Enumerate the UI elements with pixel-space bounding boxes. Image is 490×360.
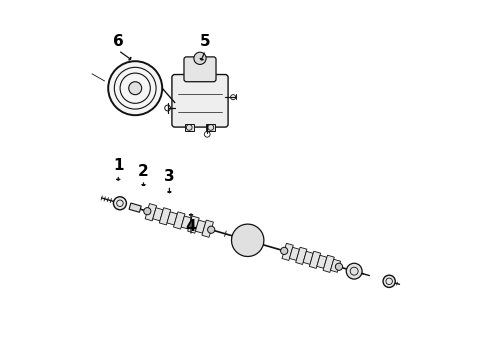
Polygon shape (173, 212, 185, 229)
Polygon shape (317, 255, 327, 268)
Circle shape (281, 247, 288, 255)
Circle shape (346, 263, 362, 279)
Polygon shape (167, 212, 177, 225)
Circle shape (335, 263, 343, 270)
Polygon shape (282, 243, 293, 261)
Circle shape (194, 52, 206, 64)
Circle shape (144, 208, 151, 215)
Polygon shape (129, 203, 141, 212)
Polygon shape (331, 259, 341, 272)
Polygon shape (202, 220, 214, 237)
Polygon shape (196, 220, 206, 233)
Bar (185, 124, 194, 131)
Circle shape (114, 197, 126, 210)
Polygon shape (295, 247, 307, 265)
Polygon shape (188, 216, 199, 233)
Polygon shape (153, 208, 163, 221)
Text: 5: 5 (200, 34, 211, 49)
FancyBboxPatch shape (172, 75, 228, 127)
Polygon shape (181, 216, 192, 229)
Polygon shape (159, 208, 171, 225)
Ellipse shape (133, 93, 138, 101)
Circle shape (383, 275, 395, 287)
Text: 3: 3 (164, 169, 175, 184)
Text: 6: 6 (113, 34, 123, 49)
Ellipse shape (133, 75, 138, 83)
Polygon shape (303, 251, 313, 264)
Polygon shape (290, 247, 299, 260)
FancyBboxPatch shape (184, 57, 216, 82)
Ellipse shape (231, 224, 264, 256)
Circle shape (208, 226, 215, 233)
Text: 4: 4 (186, 219, 196, 234)
Circle shape (108, 61, 162, 115)
Polygon shape (309, 251, 320, 269)
Polygon shape (145, 204, 157, 221)
Circle shape (129, 82, 142, 95)
Polygon shape (323, 255, 334, 273)
Bar (206, 124, 216, 131)
Text: 2: 2 (138, 163, 149, 179)
Text: 1: 1 (113, 158, 123, 173)
